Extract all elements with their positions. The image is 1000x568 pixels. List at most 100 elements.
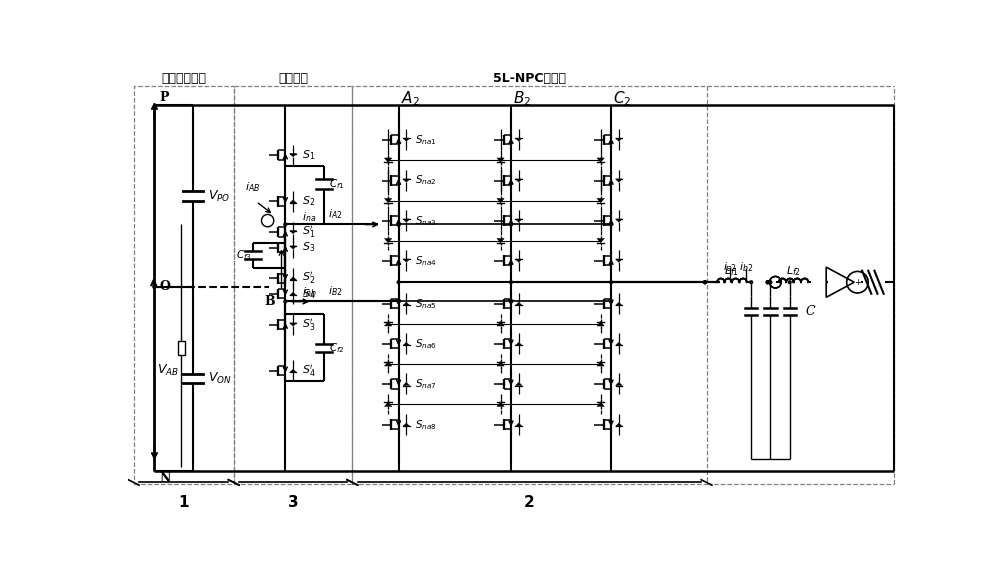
Polygon shape <box>403 179 410 182</box>
Polygon shape <box>515 219 522 222</box>
Polygon shape <box>497 158 504 162</box>
Polygon shape <box>403 219 410 222</box>
Polygon shape <box>616 423 622 427</box>
Text: C: C <box>805 305 815 318</box>
Bar <box>352 86 707 484</box>
Polygon shape <box>290 200 296 203</box>
Polygon shape <box>403 423 410 427</box>
Bar <box>178 341 185 354</box>
Polygon shape <box>515 382 522 386</box>
Bar <box>234 86 352 484</box>
Text: $S_3'$: $S_3'$ <box>302 316 316 333</box>
Polygon shape <box>515 138 522 141</box>
Text: $S_{na4}$: $S_{na4}$ <box>415 254 437 268</box>
Polygon shape <box>616 179 622 182</box>
Polygon shape <box>597 362 604 366</box>
Circle shape <box>788 281 791 283</box>
Polygon shape <box>290 153 296 157</box>
Text: 2: 2 <box>524 495 535 509</box>
Text: N: N <box>160 472 171 485</box>
Polygon shape <box>616 259 622 262</box>
Circle shape <box>704 281 706 283</box>
Polygon shape <box>515 423 522 427</box>
Text: 5L-NPC逆变器: 5L-NPC逆变器 <box>493 72 566 85</box>
Text: $C_2$: $C_2$ <box>613 90 632 108</box>
Text: $i_{na}$: $i_{na}$ <box>302 210 317 224</box>
Text: $V_{PO}$: $V_{PO}$ <box>208 189 231 203</box>
Text: $A_2$: $A_2$ <box>401 90 420 108</box>
Polygon shape <box>616 219 622 222</box>
Text: $B_2$: $B_2$ <box>513 90 532 108</box>
Polygon shape <box>403 382 410 386</box>
Text: $V_{AB}$: $V_{AB}$ <box>157 363 179 378</box>
Polygon shape <box>290 369 296 373</box>
Polygon shape <box>597 321 604 326</box>
Polygon shape <box>384 402 392 407</box>
Text: $C_{f2}$: $C_{f2}$ <box>329 341 345 354</box>
Text: $S_{na8}$: $S_{na8}$ <box>415 418 437 432</box>
Polygon shape <box>497 402 504 407</box>
Text: $S_4$: $S_4$ <box>302 287 316 300</box>
Circle shape <box>153 286 156 288</box>
Polygon shape <box>384 362 392 366</box>
Text: 辅助桥臂: 辅助桥臂 <box>278 72 308 85</box>
Circle shape <box>397 223 400 226</box>
Circle shape <box>397 281 400 283</box>
Circle shape <box>766 281 769 283</box>
Polygon shape <box>290 246 296 249</box>
Text: B: B <box>265 295 275 308</box>
Polygon shape <box>403 138 410 141</box>
Text: P: P <box>160 91 169 104</box>
Circle shape <box>284 223 287 226</box>
Text: $S_2$: $S_2$ <box>302 194 315 208</box>
Polygon shape <box>403 342 410 345</box>
Polygon shape <box>597 402 604 407</box>
Text: $S_4'$: $S_4'$ <box>302 363 316 379</box>
Text: $S_{na7}$: $S_{na7}$ <box>415 377 437 391</box>
Text: $S_{na1}$: $S_{na1}$ <box>415 133 437 147</box>
Text: $i_{b2}$: $i_{b2}$ <box>739 260 753 274</box>
Polygon shape <box>290 277 296 280</box>
Text: $i_{AB}$: $i_{AB}$ <box>245 181 261 194</box>
Text: 3: 3 <box>288 495 298 509</box>
Text: $L_{f2}$: $L_{f2}$ <box>786 265 801 278</box>
Polygon shape <box>515 342 522 345</box>
Polygon shape <box>515 259 522 262</box>
Text: $S_{na6}$: $S_{na6}$ <box>415 337 437 350</box>
Circle shape <box>750 281 753 283</box>
Polygon shape <box>597 158 604 162</box>
Text: 直流母线电容: 直流母线电容 <box>161 72 206 85</box>
Circle shape <box>610 281 612 283</box>
Circle shape <box>397 223 400 226</box>
Text: $S_1$: $S_1$ <box>302 148 316 162</box>
Polygon shape <box>403 302 410 306</box>
Polygon shape <box>290 292 296 295</box>
Circle shape <box>704 281 706 283</box>
Circle shape <box>766 281 769 283</box>
Text: $i_{nb}$: $i_{nb}$ <box>302 285 317 299</box>
Polygon shape <box>290 231 296 234</box>
Polygon shape <box>384 198 392 203</box>
Circle shape <box>704 281 706 283</box>
Text: $i_{a2}$: $i_{a2}$ <box>723 260 737 274</box>
Polygon shape <box>384 239 392 243</box>
Circle shape <box>510 300 512 303</box>
Text: $i_{B2}$: $i_{B2}$ <box>328 285 342 298</box>
Circle shape <box>284 300 287 303</box>
Text: +: + <box>854 278 861 287</box>
Bar <box>134 86 234 484</box>
Text: O: O <box>160 281 171 293</box>
Polygon shape <box>597 198 604 203</box>
Text: $V_{ON}$: $V_{ON}$ <box>208 371 232 386</box>
Text: $S_2'$: $S_2'$ <box>302 270 315 286</box>
Text: $S_{na5}$: $S_{na5}$ <box>415 297 437 311</box>
Polygon shape <box>515 302 522 306</box>
Polygon shape <box>597 239 604 243</box>
Polygon shape <box>384 158 392 162</box>
Text: $S_{na2}$: $S_{na2}$ <box>415 174 437 187</box>
Polygon shape <box>616 382 622 386</box>
Text: $L_{f1}$: $L_{f1}$ <box>724 265 740 278</box>
Text: $C_{f3}$: $C_{f3}$ <box>236 248 252 262</box>
Text: $S_{na3}$: $S_{na3}$ <box>415 214 437 228</box>
Circle shape <box>766 281 769 283</box>
